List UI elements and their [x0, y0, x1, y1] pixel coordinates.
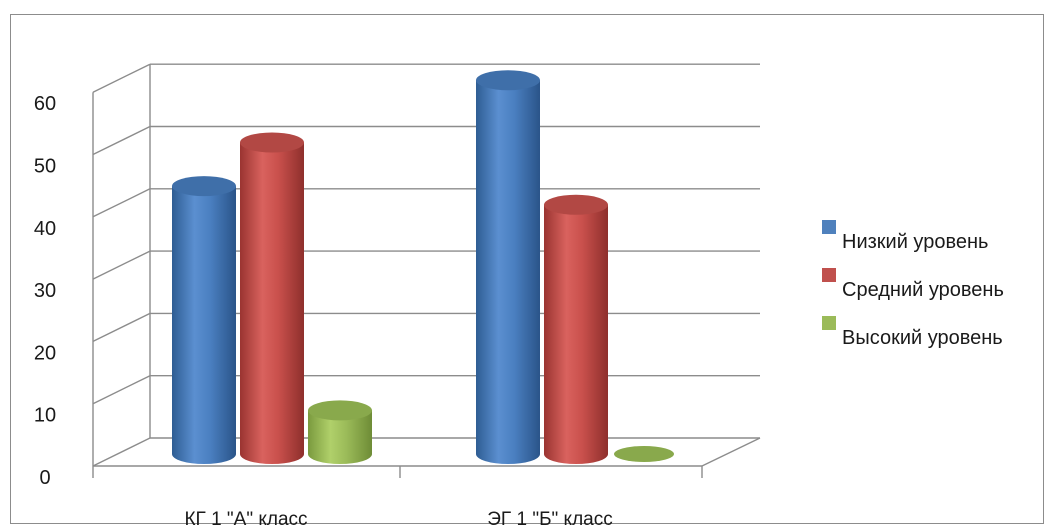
legend-swatch	[822, 316, 836, 330]
gridline-side-20	[92, 312, 151, 343]
bar	[614, 446, 674, 462]
bar	[172, 176, 236, 465]
x-category-label: ЭГ 1 "Б" класс	[487, 509, 613, 530]
y-tick-label: 40	[34, 218, 56, 240]
bar	[476, 70, 540, 464]
legend-swatch	[822, 220, 836, 234]
bar-body	[308, 410, 372, 464]
legend-swatch	[822, 268, 836, 282]
bar-body	[544, 204, 608, 465]
y-tick-label: 10	[34, 405, 56, 427]
y-tick-label: 30	[34, 280, 56, 302]
gridline-side-50	[92, 125, 151, 156]
gridline-side-40	[92, 188, 151, 218]
legend: Низкий уровень Средний уровень Высокий уро…	[822, 220, 1004, 349]
y-tick-label: 60	[34, 93, 56, 115]
bar-top	[240, 132, 304, 153]
bar	[544, 194, 608, 465]
bar	[308, 400, 372, 464]
bar-top	[308, 400, 372, 421]
bar	[240, 132, 304, 464]
bars-layer	[172, 70, 674, 465]
bar-top	[544, 194, 608, 215]
bar-body	[172, 186, 236, 465]
y-axis-ticks: 0 10 20 30 40 50 60	[34, 93, 56, 489]
gridline-side-10	[92, 375, 151, 405]
bar-top	[172, 176, 236, 197]
bar-body	[476, 80, 540, 464]
legend-label: Средний уровень	[842, 279, 1004, 301]
bar-base	[614, 446, 674, 462]
y-tick-label: 50	[34, 156, 56, 178]
floor-right-edge	[701, 437, 761, 467]
legend-label: Низкий уровень	[842, 231, 988, 253]
y-tick-label: 0	[39, 467, 50, 489]
legend-label: Высокий уровень	[842, 327, 1003, 349]
x-category-label: КГ 1 "А" класс	[184, 509, 307, 530]
gridline-side-60	[92, 63, 151, 93]
bar-body	[240, 142, 304, 464]
gridline-side-30	[92, 250, 151, 280]
bar-top	[476, 70, 540, 91]
x-axis-categories: КГ 1 "А" класс ЭГ 1 "Б" класс	[184, 509, 612, 530]
y-tick-label: 20	[34, 342, 56, 364]
gridline-side-0	[92, 437, 151, 467]
